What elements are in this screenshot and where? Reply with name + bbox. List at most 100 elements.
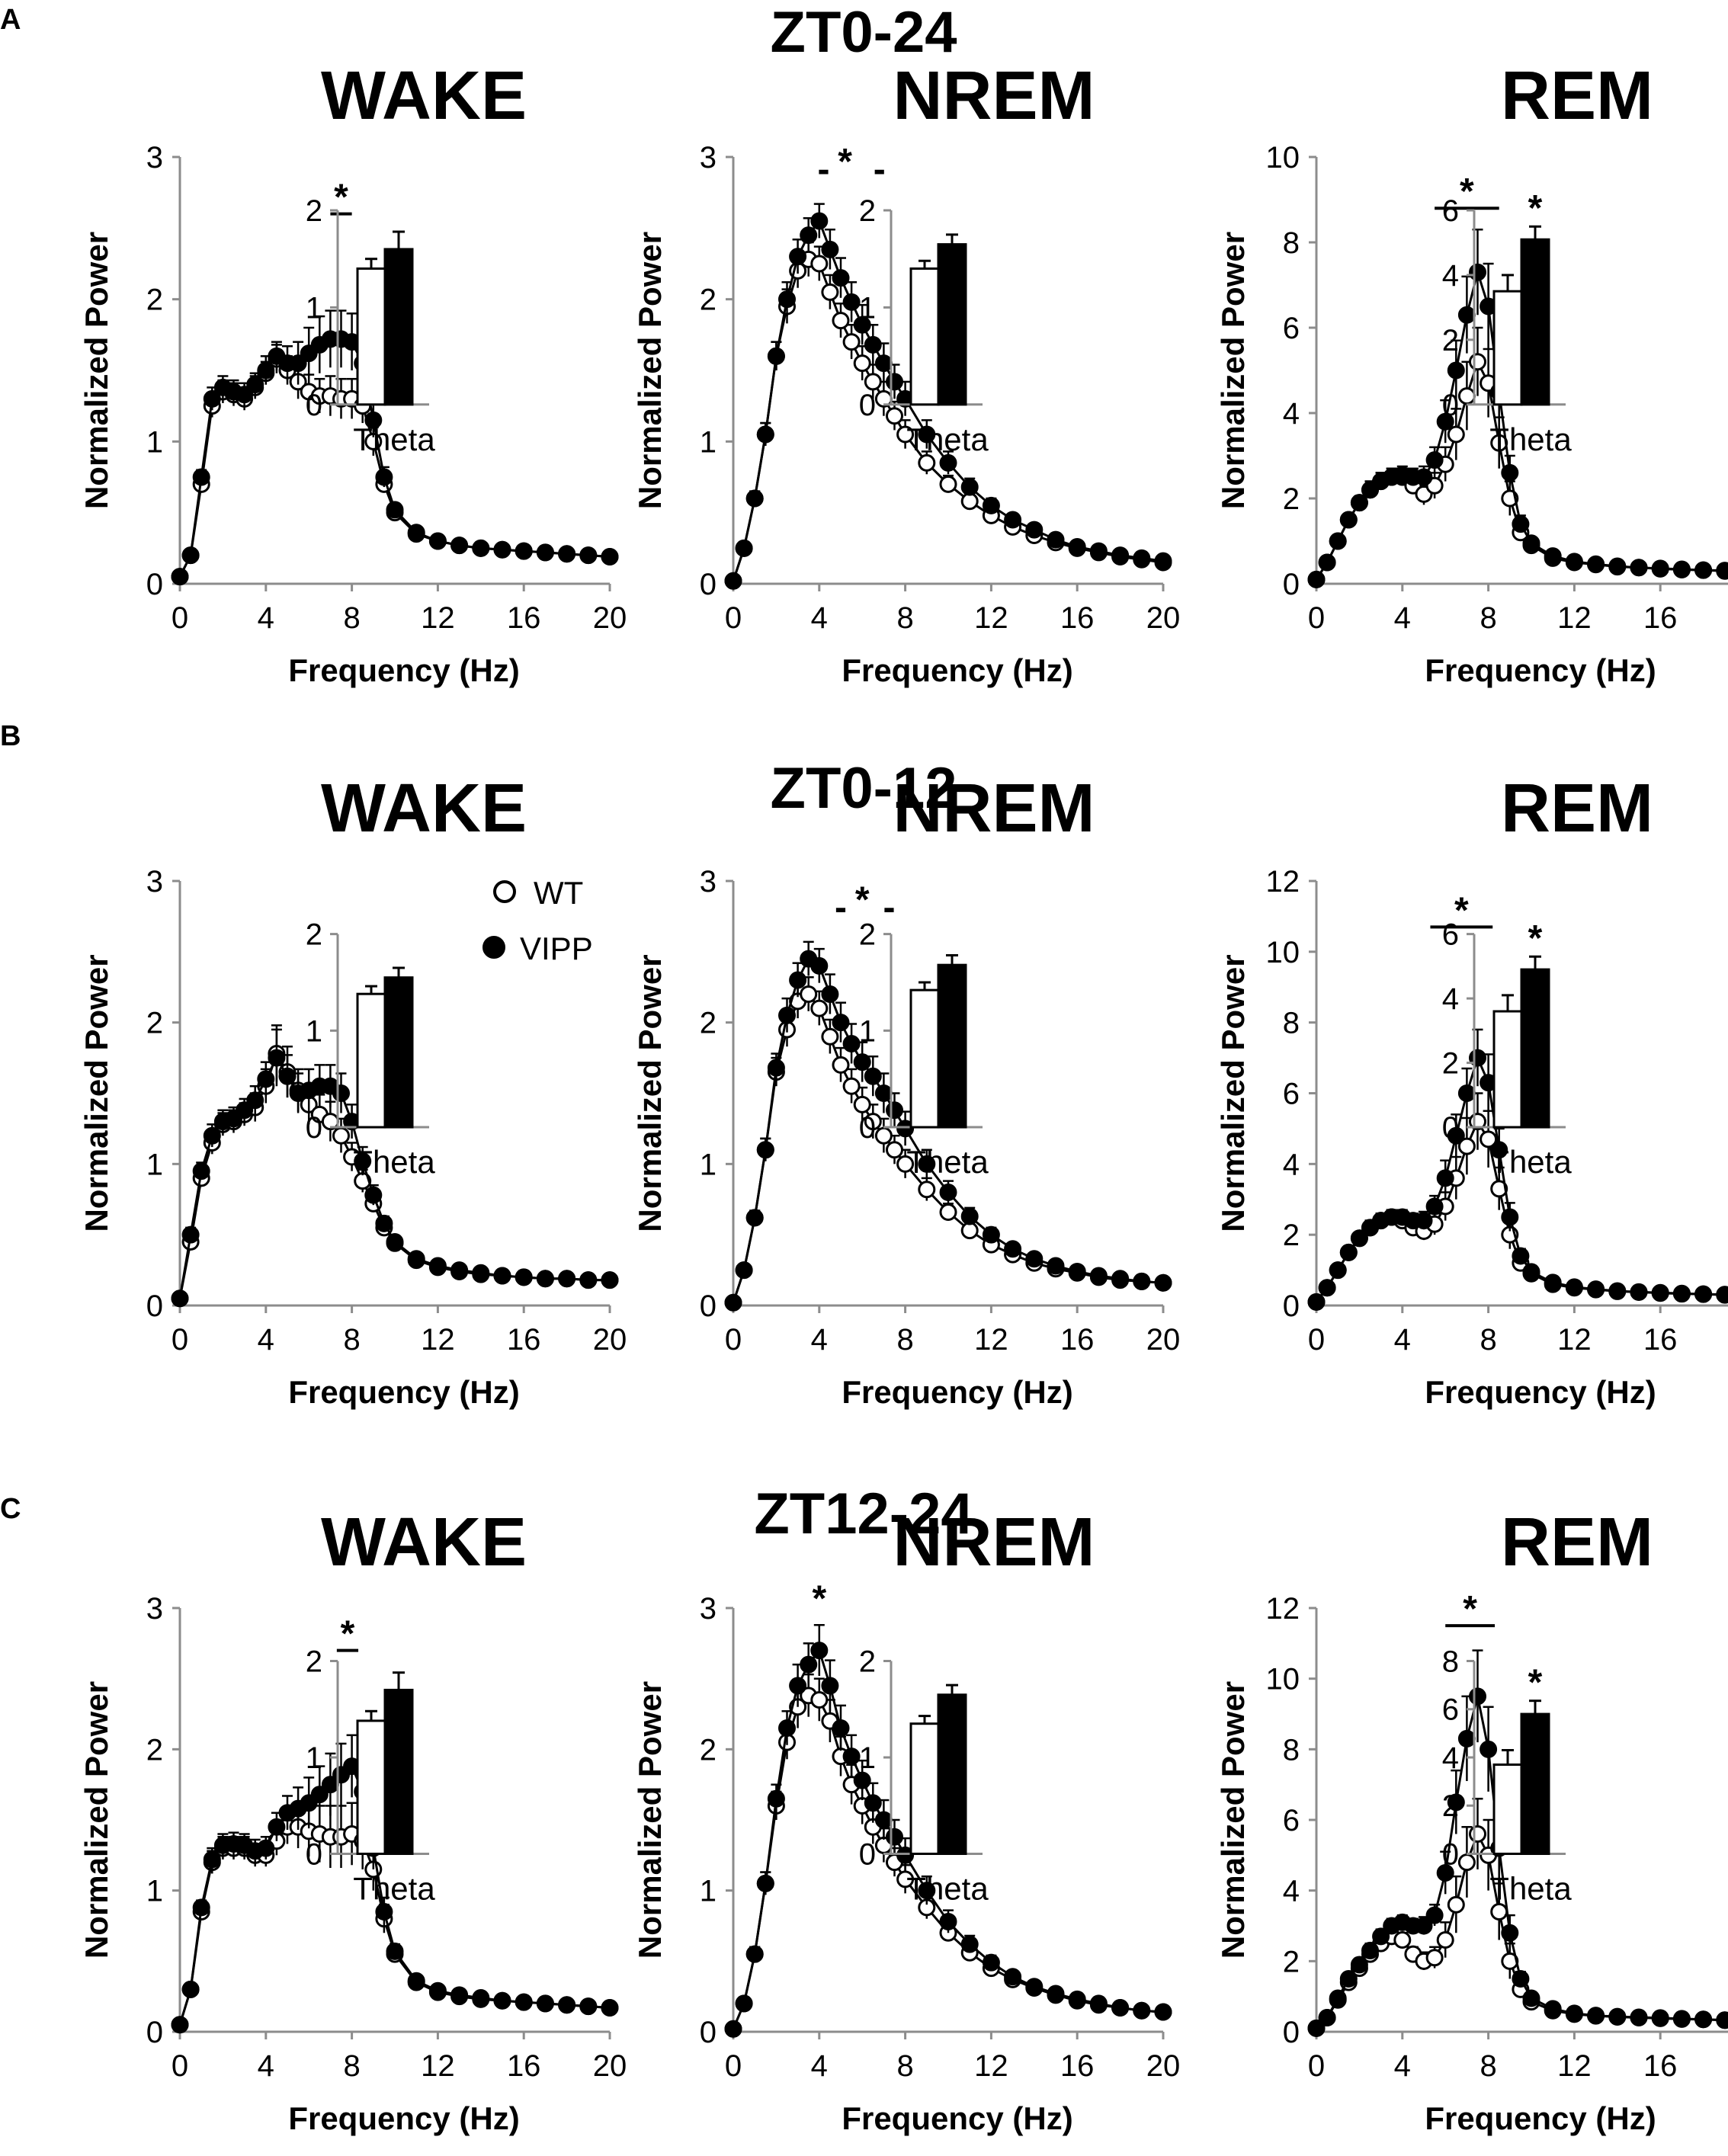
data-point-vipp <box>1004 511 1022 529</box>
section-title-zt0-12: ZT0-12 <box>771 756 957 821</box>
data-point-vipp <box>1350 494 1368 512</box>
x-tick-label: 20 <box>593 1323 627 1357</box>
y-tick-label: 2 <box>146 1733 163 1767</box>
data-point-vipp <box>745 1945 764 1963</box>
y-tick-label: 10 <box>1266 936 1300 969</box>
significance-dash: - <box>883 887 895 927</box>
data-point-wt <box>1457 1853 1476 1872</box>
data-point-vipp <box>181 1980 200 1998</box>
inset-y-tick-label: 1 <box>306 1014 322 1048</box>
significance-star: * <box>341 1614 355 1655</box>
inset-bar-vipp <box>383 1688 414 1855</box>
x-tick-label: 0 <box>1308 1323 1325 1357</box>
data-point-vipp <box>601 548 619 566</box>
data-point-wt <box>918 1181 936 1199</box>
x-tick-label: 16 <box>1060 1323 1095 1357</box>
data-point-vipp <box>1512 515 1530 533</box>
x-tick-label: 0 <box>725 601 742 635</box>
data-point-vipp <box>918 425 936 444</box>
data-point-vipp <box>1522 1263 1540 1281</box>
data-point-vipp <box>778 1719 796 1738</box>
x-tick-label: 4 <box>1394 1323 1411 1357</box>
inset-bar-wt <box>356 992 386 1129</box>
data-point-vipp <box>203 389 221 408</box>
data-point-vipp <box>918 1155 936 1173</box>
x-tick-label: 0 <box>725 1323 742 1357</box>
y-tick-label: 3 <box>146 141 163 175</box>
x-tick-label: 4 <box>1394 2049 1411 2083</box>
legend: WT VIPP <box>482 875 593 966</box>
data-point-vipp <box>1154 2003 1172 2021</box>
significance-dash: - <box>874 149 886 190</box>
y-tick-label: 1 <box>700 1875 717 1908</box>
data-point-vipp <box>767 1059 785 1077</box>
data-point-vipp <box>1630 2008 1648 2026</box>
data-point-vipp <box>257 1839 275 1857</box>
x-tick-label: 16 <box>507 1323 541 1357</box>
inset-x-label: Theta <box>1489 1870 1572 1906</box>
data-point-vipp <box>1307 570 1326 588</box>
data-point-vipp <box>853 316 871 334</box>
data-point-vipp <box>246 1091 264 1110</box>
data-point-vipp <box>601 1998 619 2017</box>
data-point-vipp <box>1339 1243 1358 1261</box>
data-point-vipp <box>1501 463 1519 482</box>
inset-y-tick-label: 4 <box>1442 982 1459 1016</box>
data-point-vipp <box>375 1214 393 1232</box>
inset-y-tick-label: 0 <box>1442 1111 1459 1145</box>
data-point-vipp <box>735 539 753 557</box>
data-point-vipp <box>1111 546 1130 565</box>
inset-bar-vipp <box>383 976 414 1129</box>
data-point-vipp <box>1544 547 1562 565</box>
data-point-vipp <box>536 1994 554 2013</box>
significance-star: * <box>334 178 348 218</box>
data-point-vipp <box>1457 1084 1476 1102</box>
inset-x-label: Theta <box>1489 421 1572 457</box>
x-tick-label: 20 <box>1146 1323 1181 1357</box>
data-point-vipp <box>579 1271 598 1289</box>
data-point-vipp <box>450 1261 469 1280</box>
x-axis-label: Frequency (Hz) <box>842 1374 1072 1410</box>
data-point-vipp <box>821 985 839 1004</box>
data-point-vipp <box>1068 1262 1086 1280</box>
inset-x-label: Theta <box>906 1870 989 1906</box>
significance-star: * <box>855 879 870 920</box>
data-point-vipp <box>1447 1126 1465 1145</box>
data-point-wt <box>896 1155 915 1173</box>
data-point-vipp <box>1361 1941 1379 1959</box>
x-tick-label: 0 <box>1308 601 1325 635</box>
data-point-vipp <box>181 1225 200 1244</box>
data-point-vipp <box>789 971 807 989</box>
x-tick-label: 16 <box>1643 2049 1678 2083</box>
data-point-vipp <box>821 240 839 258</box>
data-point-vipp <box>864 1794 882 1812</box>
y-tick-label: 0 <box>1283 1289 1300 1323</box>
data-point-vipp <box>1716 2011 1728 2029</box>
x-tick-label: 12 <box>974 2049 1008 2083</box>
chart-title: NREM <box>893 770 1095 847</box>
data-point-vipp <box>472 1264 490 1282</box>
data-point-vipp <box>756 1874 774 1892</box>
data-point-vipp <box>515 542 533 560</box>
x-tick-label: 12 <box>974 1323 1008 1357</box>
data-point-vipp <box>832 1719 850 1738</box>
data-point-vipp <box>1089 542 1108 560</box>
y-tick-label: 8 <box>1283 226 1300 260</box>
data-point-vipp <box>1608 1282 1627 1300</box>
data-point-vipp <box>735 1994 753 2013</box>
y-tick-label: 10 <box>1266 141 1300 175</box>
data-point-vipp <box>778 290 796 309</box>
y-tick-label: 12 <box>1266 1592 1300 1626</box>
data-point-wt <box>800 985 818 1004</box>
data-point-vipp <box>428 532 447 550</box>
chart-title: REM <box>1501 770 1653 847</box>
data-point-vipp <box>268 1049 286 1067</box>
data-point-vipp <box>724 2020 742 2038</box>
data-point-vipp <box>1133 1272 1151 1290</box>
data-point-vipp <box>407 1250 425 1268</box>
inset-bar-vipp <box>383 248 414 406</box>
x-axis-label: Frequency (Hz) <box>842 2100 1072 2136</box>
data-point-vipp <box>1544 1273 1562 1292</box>
data-point-wt <box>864 1113 882 1131</box>
data-point-vipp <box>1329 1989 1347 2007</box>
